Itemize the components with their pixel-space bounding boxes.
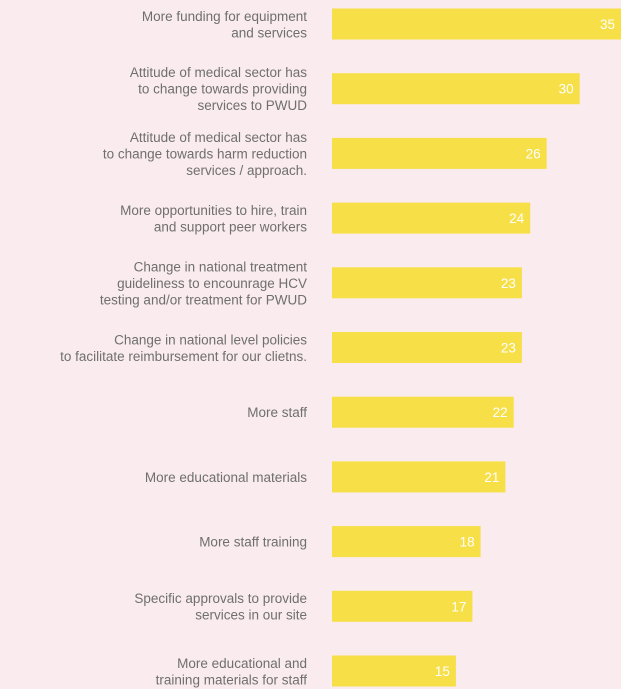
bar-1 (332, 8, 621, 40)
category-label-8: More educational materials (145, 470, 307, 485)
category-label-line: More educational materials (145, 470, 307, 485)
value-label-4: 24 (509, 211, 525, 226)
category-label-line: to change towards providing (138, 82, 307, 97)
value-label-10: 17 (451, 599, 466, 614)
category-label-line: Specific approvals to provide (134, 591, 307, 606)
category-label-line: More funding for equipment (142, 9, 307, 24)
category-label-5: Change in national treatment guideliness … (100, 259, 307, 307)
bar-10 (332, 590, 473, 622)
category-label-line: and support peer workers (154, 219, 307, 234)
category-label-line: Change in national level policies (114, 332, 307, 347)
category-label-1: More funding for equipment and services (142, 9, 307, 41)
category-label-line: More educational and (177, 656, 307, 671)
category-label-line: More staff (247, 405, 307, 420)
category-labels-group: More funding for equipment and services At… (60, 9, 308, 688)
bar-4 (332, 202, 531, 234)
category-label-line: to facilitate reimbursement for our clie… (60, 349, 307, 364)
category-label-6: Change in national level policies to faci… (60, 332, 307, 364)
value-label-1: 35 (600, 17, 615, 32)
category-label-line: services in our site (195, 608, 307, 623)
category-label-line: More opportunities to hire, train (120, 203, 307, 218)
value-label-7: 22 (493, 405, 508, 420)
category-label-line: Attitude of medical sector has (130, 65, 307, 80)
bar-2 (332, 73, 580, 105)
category-label-2: Attitude of medical sector has to change … (130, 65, 307, 113)
value-labels-group: 35 30 26 24 23 23 22 21 18 17 15 (435, 17, 615, 679)
value-label-11: 15 (435, 664, 450, 679)
category-label-line: Change in national treatment (134, 259, 308, 274)
category-label-9: More staff training (199, 535, 307, 550)
value-label-8: 21 (484, 470, 499, 485)
category-label-line: testing and/or treatment for PWUD (100, 292, 307, 307)
category-label-10: Specific approvals to provide services in… (134, 591, 307, 623)
category-label-line: More staff training (199, 535, 307, 550)
value-label-5: 23 (501, 276, 516, 291)
bars-group (332, 8, 621, 687)
category-label-4: More opportunities to hire, train and sup… (120, 203, 307, 235)
category-label-7: More staff (247, 405, 307, 420)
bar-9 (332, 526, 481, 558)
category-label-line: and services (231, 25, 307, 40)
category-label-11: More educational and training materials f… (156, 656, 308, 688)
bar-11 (332, 655, 456, 687)
bar-6 (332, 332, 522, 363)
category-label-line: Attitude of medical sector has (130, 130, 307, 145)
bar-3 (332, 137, 547, 169)
category-label-3: Attitude of medical sector has to change … (103, 130, 307, 178)
value-label-3: 26 (526, 146, 541, 161)
value-label-2: 30 (559, 82, 574, 97)
value-label-6: 23 (501, 341, 516, 356)
category-label-line: services to PWUD (197, 98, 307, 113)
value-label-9: 18 (460, 535, 475, 550)
bar-7 (332, 396, 514, 428)
category-label-line: training materials for staff (156, 672, 308, 687)
bar-5 (332, 267, 522, 299)
category-label-line: to change towards harm reduction (103, 146, 307, 161)
category-label-line: services / approach. (186, 163, 307, 178)
category-label-line: guideliness to encounrage HCV (117, 276, 307, 291)
bar-8 (332, 461, 506, 493)
